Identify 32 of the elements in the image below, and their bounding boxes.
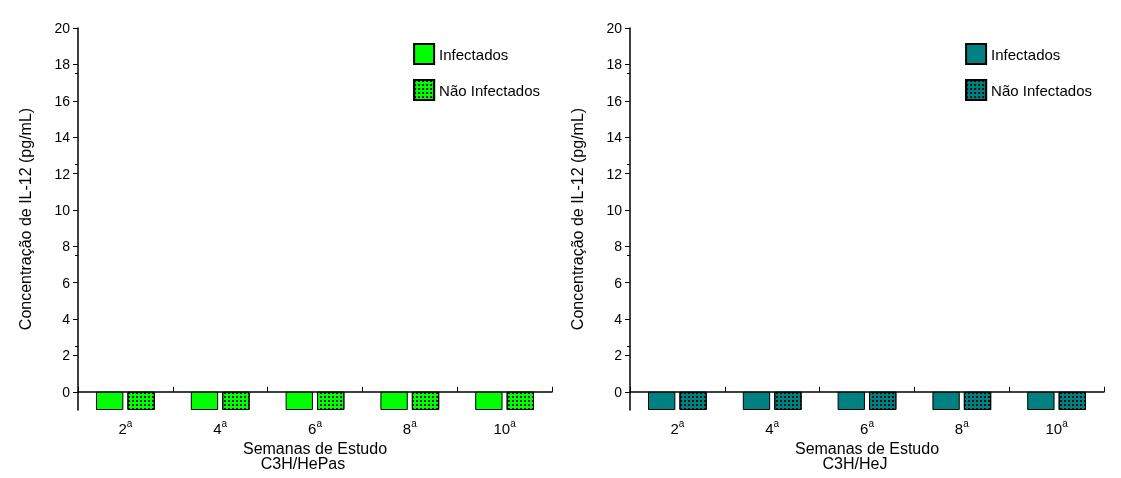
y-tick-label: 8 <box>62 238 71 255</box>
y-tick-label: 10 <box>606 201 623 218</box>
y-tick-label: 6 <box>614 274 623 291</box>
y-tick-label: 10 <box>54 201 71 218</box>
legend-label: Infectados <box>991 45 1061 63</box>
y-tick-label: 18 <box>606 56 623 73</box>
y-tick-label: 20 <box>606 20 623 36</box>
x-axis-title: Semanas de Estudo <box>794 439 940 457</box>
y-tick-label: 20 <box>54 20 71 36</box>
y-tick-label: 18 <box>54 56 71 73</box>
y-tick-label: 0 <box>62 383 71 400</box>
y-axis-title: Concentração de IL-12 (pg/mL) <box>568 107 586 331</box>
y-tick-label: 14 <box>606 129 623 146</box>
y-tick-label: 12 <box>54 165 71 182</box>
y-axis-title: Concentração de IL-12 (pg/mL) <box>16 107 34 331</box>
y-tick-label: 2 <box>614 347 623 364</box>
y-tick-label: 0 <box>614 383 623 400</box>
text: C3H/HeJ <box>822 454 888 472</box>
y-tick-label: 8 <box>614 238 623 255</box>
y-tick-label: 12 <box>606 165 623 182</box>
y-tick-label: 16 <box>54 92 71 109</box>
legend-label: Infectados <box>439 45 509 63</box>
y-tick-label: 2 <box>62 347 71 364</box>
x-axis-title: Semanas de Estudo <box>242 439 388 457</box>
legend-label: Não Infectados <box>991 81 1093 99</box>
y-tick-label: 4 <box>614 311 623 328</box>
y-tick-label: 14 <box>54 129 71 146</box>
y-tick-label: 16 <box>606 92 623 109</box>
y-tick-label: 6 <box>62 274 71 291</box>
text: C3H/HePas <box>260 454 346 472</box>
legend-label: Não Infectados <box>439 81 541 99</box>
y-tick-label: 4 <box>62 311 71 328</box>
